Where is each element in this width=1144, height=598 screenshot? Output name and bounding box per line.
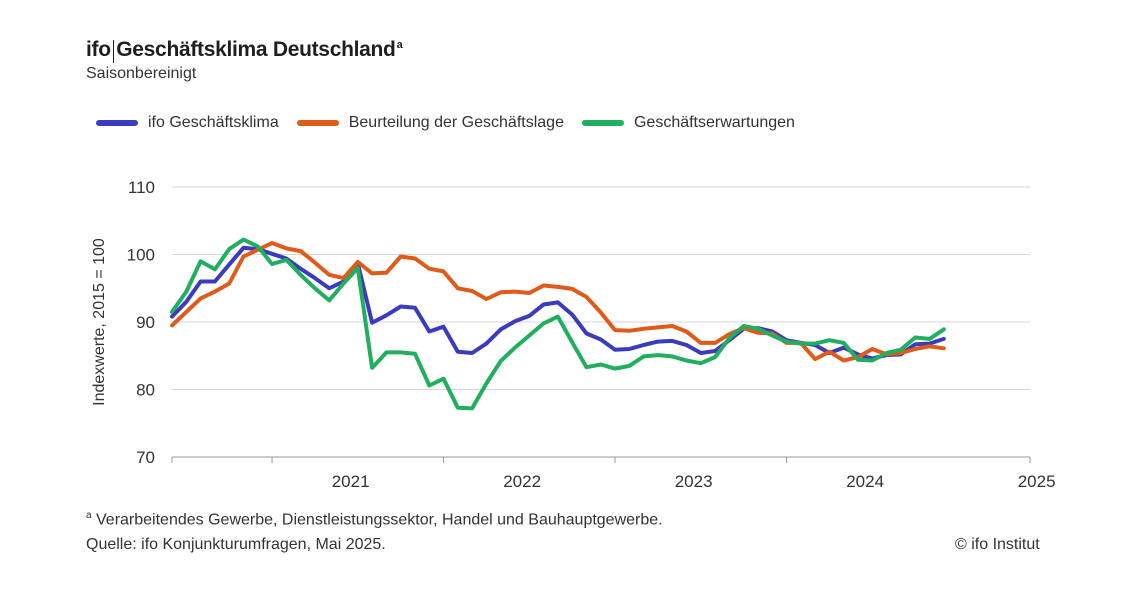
y-tick-label: 70 [136, 448, 155, 467]
legend-swatch-lage [296, 120, 339, 126]
source-note: Quelle: ifo Konjunkturumfragen, Mai 2025… [86, 536, 386, 553]
brand-label: ifo [86, 38, 111, 61]
x-tick-label: 2025 [1018, 472, 1056, 491]
legend-item-erwartungen: Geschäftserwartungen [581, 114, 795, 132]
chart-title-row: ifo Geschäftsklima Deutschlanda [86, 38, 403, 63]
y-tick-label: 90 [136, 313, 155, 332]
chart-subtitle: Saisonbereinigt [86, 65, 197, 82]
x-tick-label: 2024 [846, 472, 884, 491]
title-divider [112, 40, 115, 63]
legend-item-lage: Beurteilung der Geschäftslage [296, 114, 564, 132]
title-footnote-marker: a [396, 39, 403, 51]
y-axis-label: Indexwerte, 2015 = 100 [91, 238, 108, 406]
footnote-marker: a [86, 510, 92, 521]
legend-item-klima: ifo Geschäftsklima [96, 114, 279, 132]
chart-title-text: Geschäftsklima Deutschland [116, 38, 396, 61]
x-tick-label: 2021 [332, 472, 370, 491]
series-line-1 [170, 241, 946, 363]
x-tick-label: 2023 [675, 472, 713, 491]
legend-label-lage: Beurteilung der Geschäftslage [348, 114, 564, 131]
chart-legend: ifo Geschäftsklima Beurteilung der Gesch… [96, 114, 813, 132]
legend-swatch-klima [96, 120, 138, 126]
series-line-2 [170, 237, 946, 411]
y-tick-label: 100 [127, 246, 155, 265]
copyright-note: © ifo Institut [955, 536, 1040, 553]
legend-swatch-erwartungen [581, 120, 624, 126]
footnote-text: Verarbeitendes Gewerbe, Dienstleistungss… [96, 511, 663, 529]
legend-label-klima: ifo Geschäftsklima [148, 114, 279, 131]
footnote: a Verarbeitendes Gewerbe, Dienstleistung… [86, 510, 663, 529]
x-tick-label: 2022 [503, 472, 541, 491]
y-tick-label: 80 [136, 381, 155, 400]
y-tick-label: 110 [128, 178, 155, 197]
legend-label-erwartungen: Geschäftserwartungen [633, 114, 795, 131]
chart-title: Geschäftsklima Deutschlanda [116, 38, 402, 62]
